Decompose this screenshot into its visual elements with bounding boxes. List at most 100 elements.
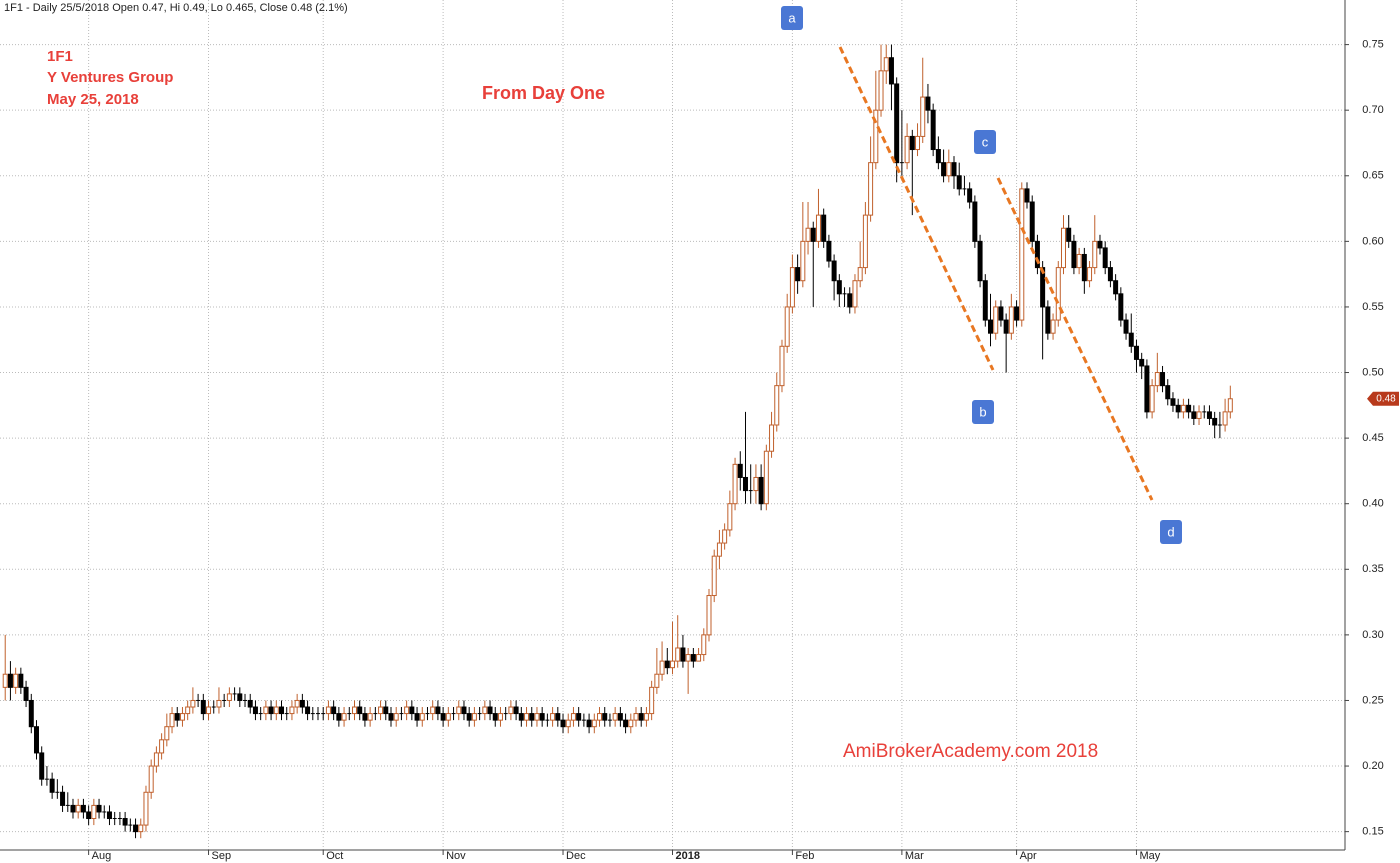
x-tick-label: Sep xyxy=(212,850,232,862)
candle-body xyxy=(951,162,957,177)
candle-body xyxy=(675,647,681,662)
candle-body xyxy=(643,713,649,721)
candle-body xyxy=(404,706,410,715)
candle-body xyxy=(774,385,780,426)
candle-body xyxy=(435,706,441,715)
candle-body xyxy=(294,699,300,708)
candle-body xyxy=(492,713,498,721)
candle-body xyxy=(711,555,717,597)
candle-body xyxy=(883,57,889,72)
candle-body xyxy=(612,713,618,721)
candle-body xyxy=(654,673,660,688)
candle-body xyxy=(13,673,19,688)
trend-line xyxy=(996,177,1154,501)
candle-body xyxy=(967,188,973,203)
candle-body xyxy=(1186,404,1192,413)
candle-body xyxy=(602,713,608,721)
candle-body xyxy=(106,811,112,820)
candle-body xyxy=(555,713,561,721)
x-tick-label: Mar xyxy=(905,850,924,862)
candle-body xyxy=(524,713,530,721)
candle-body xyxy=(701,634,707,656)
candle-body xyxy=(1102,247,1108,269)
candle-body xyxy=(461,706,467,715)
candle-body xyxy=(1050,319,1056,334)
candle-body xyxy=(247,699,253,708)
candle-body xyxy=(904,135,910,164)
candle-body xyxy=(659,660,665,675)
last-price-label: 0.48 xyxy=(1376,393,1396,404)
candle-body xyxy=(305,706,311,715)
candle-body xyxy=(570,713,576,721)
candle-body xyxy=(685,654,691,662)
point-label-box xyxy=(1160,520,1182,544)
candle-body xyxy=(91,804,97,820)
point-label: a xyxy=(788,10,796,25)
candle-body xyxy=(696,654,702,662)
candle-body xyxy=(857,267,863,282)
x-tick-label: Oct xyxy=(326,850,343,862)
x-tick-label: Apr xyxy=(1020,850,1037,862)
candle-body xyxy=(925,96,931,111)
y-tick-label: 0.75 xyxy=(1362,39,1383,51)
candle-body xyxy=(1066,227,1072,242)
candle-body xyxy=(1118,293,1124,321)
candle-body xyxy=(378,706,384,715)
candle-body xyxy=(299,699,305,708)
y-tick-label: 0.35 xyxy=(1362,563,1383,575)
candle-body xyxy=(18,673,24,688)
candle-body xyxy=(133,824,139,833)
candle-body xyxy=(456,706,462,715)
y-tick-label: 0.65 xyxy=(1362,170,1383,182)
candle-body xyxy=(742,476,748,492)
candle-body xyxy=(628,719,634,728)
candle-body xyxy=(206,706,212,715)
candle-body xyxy=(362,713,368,721)
candle-body xyxy=(1087,267,1093,282)
candle-body xyxy=(1003,319,1009,334)
candle-body xyxy=(862,214,868,269)
candle-body xyxy=(33,726,39,754)
y-tick-label: 0.50 xyxy=(1362,366,1383,378)
point-label: d xyxy=(1167,524,1174,539)
candle-body xyxy=(289,706,295,715)
candle-body xyxy=(586,719,592,728)
point-label-box xyxy=(972,400,994,424)
candle-body xyxy=(977,240,983,282)
candle-body xyxy=(789,267,795,308)
candle-body xyxy=(226,693,232,701)
candle-body xyxy=(190,699,196,708)
candle-body xyxy=(988,319,994,334)
y-tick-label: 0.15 xyxy=(1362,826,1383,838)
candle-body xyxy=(341,713,347,721)
candle-body xyxy=(169,713,175,728)
candle-body xyxy=(148,765,154,793)
x-tick-label: Feb xyxy=(795,850,814,862)
candle-body xyxy=(200,699,206,715)
candle-body xyxy=(153,752,159,767)
candle-body xyxy=(560,719,566,728)
candle-body xyxy=(868,162,874,216)
candle-body xyxy=(263,706,269,715)
candle-body xyxy=(1180,404,1186,413)
candle-body xyxy=(164,726,170,741)
candle-body xyxy=(993,306,999,334)
candle-body xyxy=(471,713,477,721)
candle-body xyxy=(1014,306,1020,321)
candle-body xyxy=(482,706,488,715)
candle-body xyxy=(351,706,357,715)
candle-body xyxy=(550,713,556,721)
candle-body xyxy=(633,713,639,721)
trend-line xyxy=(838,46,995,371)
candle-body xyxy=(1144,365,1150,413)
annotation: 1F1 xyxy=(47,48,73,65)
candle-body xyxy=(1024,188,1030,203)
candle-body xyxy=(1045,306,1051,334)
candle-body xyxy=(513,706,519,715)
candle-body xyxy=(185,706,191,715)
candle-body xyxy=(1170,398,1176,406)
y-tick-label: 0.20 xyxy=(1362,760,1383,772)
candle-body xyxy=(1160,372,1166,387)
y-tick-label: 0.70 xyxy=(1362,104,1383,116)
